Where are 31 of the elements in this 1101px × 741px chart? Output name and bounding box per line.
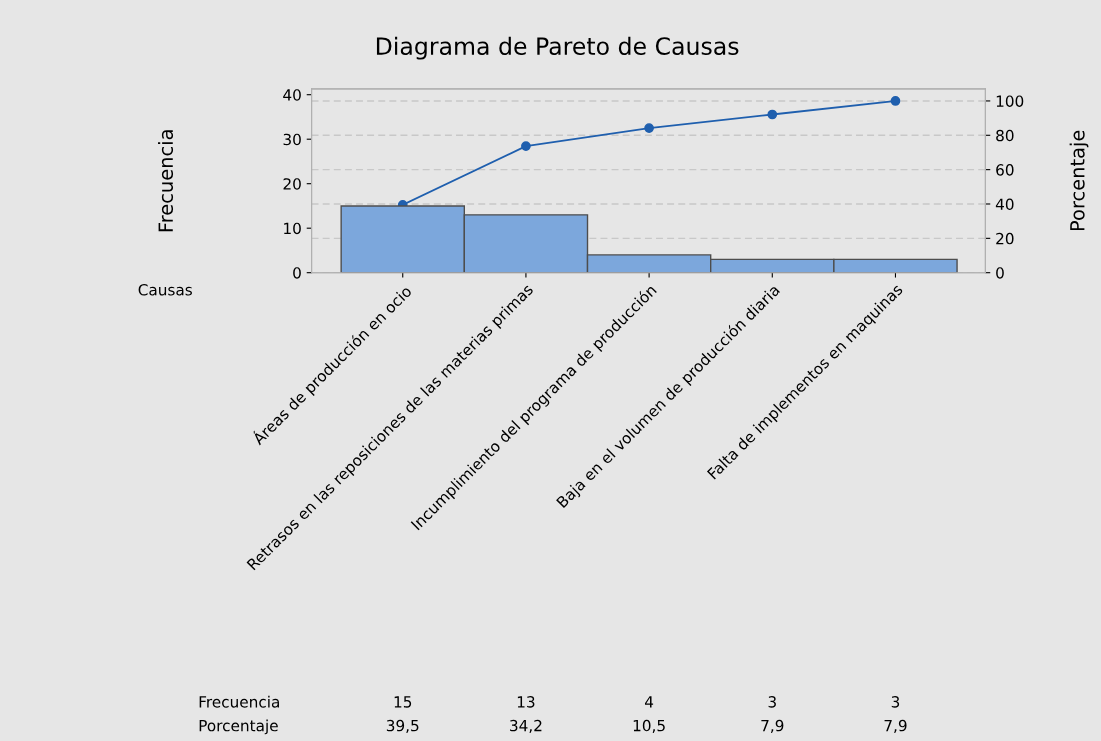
y-tick-label: 20: [283, 178, 301, 190]
data-label: 3: [891, 696, 900, 708]
data-label: 3: [768, 696, 776, 708]
data-label: 4: [644, 696, 654, 708]
text: Porcentaje: [199, 719, 278, 735]
point: [767, 109, 778, 120]
x-axis-title: Causas: [138, 283, 192, 296]
point: [521, 141, 531, 151]
y-tick-label: 30: [283, 133, 301, 146]
y-tick-label: 40: [283, 89, 301, 101]
y2-tick-label: 80: [996, 129, 1014, 142]
data-label: 15: [394, 696, 412, 708]
y-axis-title: Frecuencia: [158, 130, 174, 232]
text: 10,5: [633, 719, 665, 733]
text: 7,9: [884, 719, 907, 733]
y2-axis-title: Porcentaje: [1069, 130, 1089, 231]
y2-tick-label: 0: [996, 267, 1004, 279]
y2-tick-label: 100: [996, 95, 1024, 107]
point: [644, 123, 654, 133]
point: [890, 96, 901, 106]
text: Frecuencia: [199, 695, 279, 708]
y-tick-label: 10: [284, 222, 301, 235]
text: 39,5: [386, 719, 419, 733]
chart-title: Diagrama de Pareto de Causas: [376, 36, 739, 60]
text: 34,2: [510, 719, 542, 733]
text: 7,9: [761, 719, 784, 733]
y2-tick-label: 20: [996, 232, 1014, 245]
y2-tick-label: 60: [996, 164, 1014, 176]
data-label: 13: [517, 696, 535, 708]
y2-tick-label: 40: [995, 198, 1014, 211]
y-tick-label: 0: [293, 267, 301, 279]
